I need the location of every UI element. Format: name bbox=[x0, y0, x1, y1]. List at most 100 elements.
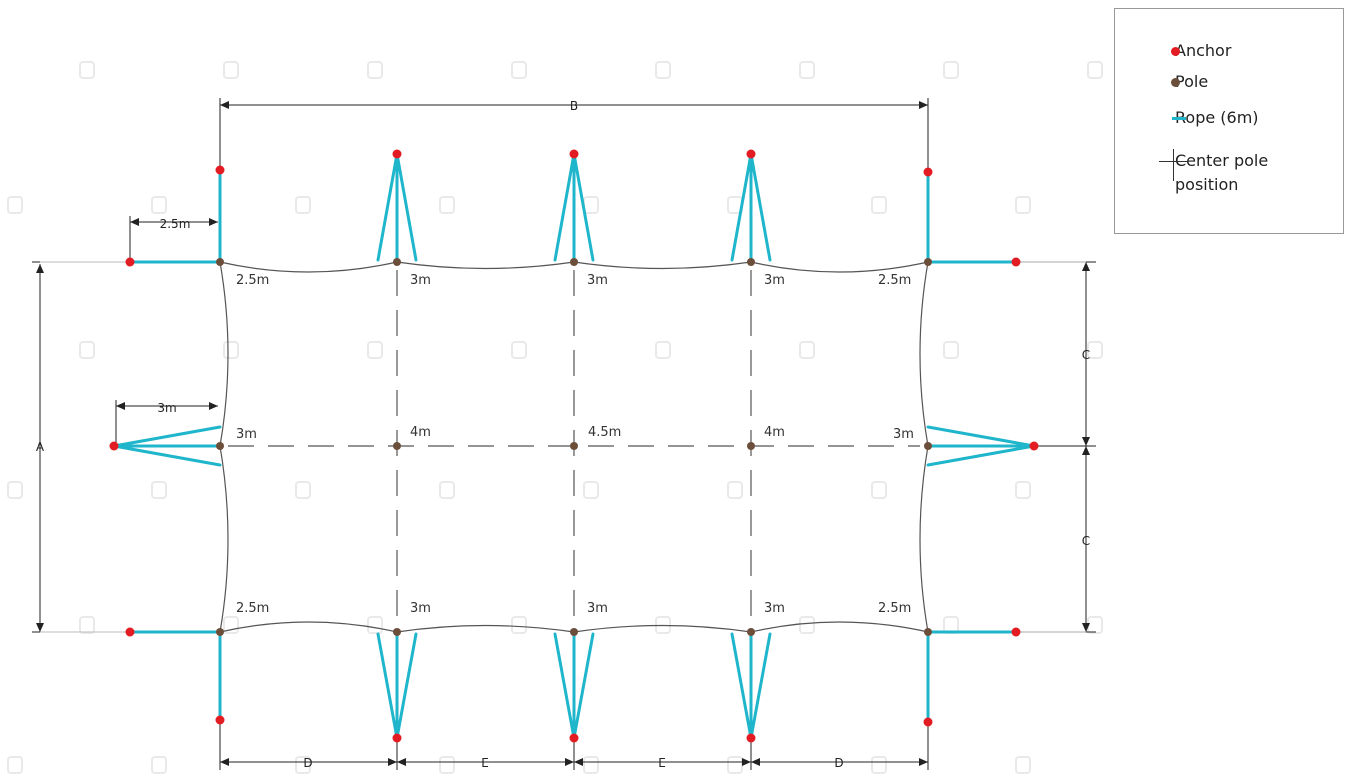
edge-label-top: 3m bbox=[764, 273, 785, 288]
pole-marker bbox=[747, 442, 755, 450]
watermark-mark bbox=[799, 61, 815, 79]
watermark-mark bbox=[799, 616, 815, 634]
dim-label-d-left: D bbox=[303, 756, 312, 770]
pole-icon bbox=[1171, 78, 1180, 87]
dim-label-left-rope-top: 2.5m bbox=[160, 217, 191, 231]
legend-box: Anchor Pole Rope (6m) Center pole positi… bbox=[1114, 8, 1344, 234]
watermark-mark bbox=[223, 341, 239, 359]
watermark-mark bbox=[7, 196, 23, 214]
edge-label-middle: 3m bbox=[236, 427, 257, 442]
watermark-mark bbox=[151, 481, 167, 499]
edge-label-middle: 4m bbox=[764, 425, 785, 440]
pole-marker bbox=[570, 258, 578, 266]
watermark-mark bbox=[655, 341, 671, 359]
watermark-mark bbox=[655, 61, 671, 79]
watermark-mark bbox=[583, 756, 599, 774]
dim-label-a: A bbox=[36, 440, 45, 454]
watermark-mark bbox=[799, 341, 815, 359]
pole-marker bbox=[393, 258, 401, 266]
watermark-mark bbox=[727, 756, 743, 774]
anchor-marker bbox=[392, 733, 402, 743]
watermark-mark bbox=[79, 341, 95, 359]
watermark-mark bbox=[871, 756, 887, 774]
legend-rope-label: Rope (6m) bbox=[1175, 108, 1259, 127]
pole-marker bbox=[747, 258, 755, 266]
watermark-mark bbox=[583, 481, 599, 499]
watermark-mark bbox=[79, 616, 95, 634]
dim-label-c-top: C bbox=[1082, 348, 1090, 362]
dim-label-c-bottom: C bbox=[1082, 534, 1090, 548]
edge-label-bottom: 3m bbox=[764, 601, 785, 616]
dim-label-b: B bbox=[570, 99, 578, 113]
anchor-marker bbox=[392, 149, 402, 159]
edge-label-bottom: 3m bbox=[410, 601, 431, 616]
legend-row-anchor: Anchor bbox=[1115, 39, 1231, 63]
legend-row-pole: Pole bbox=[1115, 70, 1208, 94]
dim-label-e-left: E bbox=[481, 756, 489, 770]
watermark-layer bbox=[7, 61, 1103, 774]
pole-marker bbox=[216, 442, 224, 450]
watermark-mark bbox=[943, 61, 959, 79]
anchor-marker bbox=[923, 167, 933, 177]
legend-center-line2: position bbox=[1175, 175, 1239, 194]
anchor-marker bbox=[746, 149, 756, 159]
pole-marker bbox=[747, 628, 755, 636]
anchor-marker bbox=[109, 441, 119, 451]
edge-label-top: 2.5m bbox=[878, 273, 911, 288]
watermark-mark bbox=[7, 756, 23, 774]
edge-label-middle: 4.5m bbox=[588, 425, 621, 440]
watermark-mark bbox=[295, 481, 311, 499]
pole-marker bbox=[393, 628, 401, 636]
watermark-mark bbox=[511, 341, 527, 359]
watermark-mark bbox=[223, 61, 239, 79]
watermark-mark bbox=[1087, 61, 1103, 79]
watermark-mark bbox=[439, 481, 455, 499]
watermark-mark bbox=[1015, 756, 1031, 774]
dimension-labels: B A C C D E E D 2.5m 3m bbox=[36, 99, 1090, 770]
watermark-mark bbox=[7, 481, 23, 499]
anchors bbox=[109, 149, 1039, 743]
watermark-mark bbox=[511, 616, 527, 634]
watermark-mark bbox=[151, 196, 167, 214]
watermark-mark bbox=[151, 756, 167, 774]
edge-label-top: 2.5m bbox=[236, 273, 269, 288]
pole-marker bbox=[216, 258, 224, 266]
edge-labels: 2.5m 3m 3m 3m 2.5m 3m 4m 4.5m 4m 3m 2.5m… bbox=[236, 273, 914, 616]
pole-marker bbox=[216, 628, 224, 636]
anchor-marker bbox=[923, 717, 933, 727]
watermark-mark bbox=[295, 196, 311, 214]
watermark-mark bbox=[1015, 196, 1031, 214]
watermark-mark bbox=[439, 196, 455, 214]
edge-label-top: 3m bbox=[410, 273, 431, 288]
dimension-lines bbox=[32, 98, 1096, 770]
watermark-mark bbox=[511, 61, 527, 79]
anchor-marker bbox=[1011, 257, 1021, 267]
watermark-mark bbox=[871, 196, 887, 214]
watermark-mark bbox=[367, 341, 383, 359]
watermark-mark bbox=[1087, 616, 1103, 634]
edge-label-bottom: 2.5m bbox=[878, 601, 911, 616]
edge-label-bottom: 2.5m bbox=[236, 601, 269, 616]
watermark-mark bbox=[295, 756, 311, 774]
rope-icon bbox=[1172, 117, 1186, 120]
anchor-marker bbox=[1029, 441, 1039, 451]
anchor-marker bbox=[215, 715, 225, 725]
legend-row-center-pole: Center pole position bbox=[1115, 149, 1268, 197]
anchor-marker bbox=[746, 733, 756, 743]
watermark-mark bbox=[871, 481, 887, 499]
legend-center-line1: Center pole bbox=[1175, 151, 1269, 170]
watermark-mark bbox=[727, 481, 743, 499]
edge-label-bottom: 3m bbox=[587, 601, 608, 616]
anchor-marker bbox=[1011, 627, 1021, 637]
anchor-icon bbox=[1171, 47, 1180, 56]
legend-pole-label: Pole bbox=[1175, 72, 1209, 91]
pole-marker bbox=[924, 258, 932, 266]
anchor-marker bbox=[215, 165, 225, 175]
anchor-marker bbox=[569, 149, 579, 159]
watermark-mark bbox=[439, 756, 455, 774]
watermark-mark bbox=[367, 616, 383, 634]
anchor-marker bbox=[569, 733, 579, 743]
watermark-mark bbox=[1015, 481, 1031, 499]
dim-label-left-rope-mid: 3m bbox=[157, 401, 176, 415]
